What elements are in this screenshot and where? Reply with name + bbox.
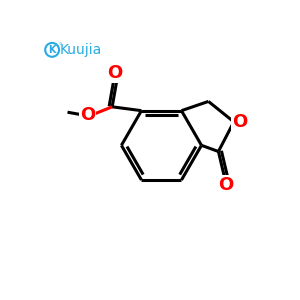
Text: O: O <box>218 176 234 194</box>
Text: O: O <box>232 113 247 131</box>
Text: K: K <box>48 45 56 55</box>
Text: O: O <box>108 64 123 82</box>
Text: °: ° <box>59 43 62 49</box>
Text: O: O <box>80 106 95 124</box>
Text: Kuujia: Kuujia <box>59 43 102 57</box>
